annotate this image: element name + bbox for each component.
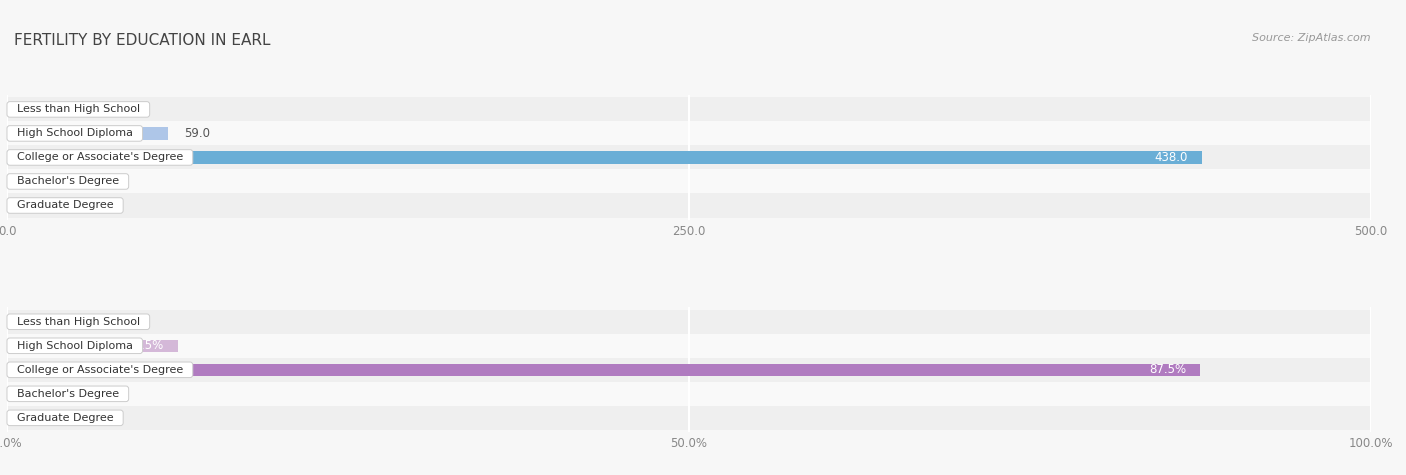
Text: FERTILITY BY EDUCATION IN EARL: FERTILITY BY EDUCATION IN EARL [14, 33, 270, 48]
Text: College or Associate's Degree: College or Associate's Degree [10, 152, 190, 162]
Bar [7, 363, 1201, 376]
Bar [7, 97, 1371, 122]
Text: 87.5%: 87.5% [1150, 363, 1187, 376]
Bar [7, 145, 1371, 170]
Text: High School Diploma: High School Diploma [10, 341, 139, 351]
Text: 0.0%: 0.0% [24, 411, 53, 424]
Text: 0.0%: 0.0% [24, 315, 53, 328]
Text: Source: ZipAtlas.com: Source: ZipAtlas.com [1253, 33, 1371, 43]
Bar [7, 406, 1371, 430]
Bar [7, 151, 1202, 164]
Bar [7, 127, 167, 140]
Text: 438.0: 438.0 [1154, 151, 1188, 164]
Bar [7, 340, 177, 352]
Text: College or Associate's Degree: College or Associate's Degree [10, 365, 190, 375]
Text: Graduate Degree: Graduate Degree [10, 413, 121, 423]
Text: 59.0: 59.0 [184, 127, 211, 140]
Bar [7, 122, 1371, 145]
Text: 0.0: 0.0 [24, 175, 42, 188]
Bar [7, 193, 1371, 218]
Text: High School Diploma: High School Diploma [10, 128, 139, 138]
Bar [7, 170, 1371, 193]
Text: Less than High School: Less than High School [10, 317, 146, 327]
Text: 12.5%: 12.5% [127, 339, 165, 352]
Bar [7, 382, 1371, 406]
Text: Less than High School: Less than High School [10, 104, 146, 114]
Text: Graduate Degree: Graduate Degree [10, 200, 121, 210]
Text: 0.0: 0.0 [24, 199, 42, 212]
Text: 0.0: 0.0 [24, 103, 42, 116]
Text: 0.0%: 0.0% [24, 387, 53, 400]
Bar [7, 358, 1371, 382]
Bar [7, 310, 1371, 334]
Text: Bachelor's Degree: Bachelor's Degree [10, 177, 127, 187]
Text: Bachelor's Degree: Bachelor's Degree [10, 389, 127, 399]
Bar [7, 334, 1371, 358]
